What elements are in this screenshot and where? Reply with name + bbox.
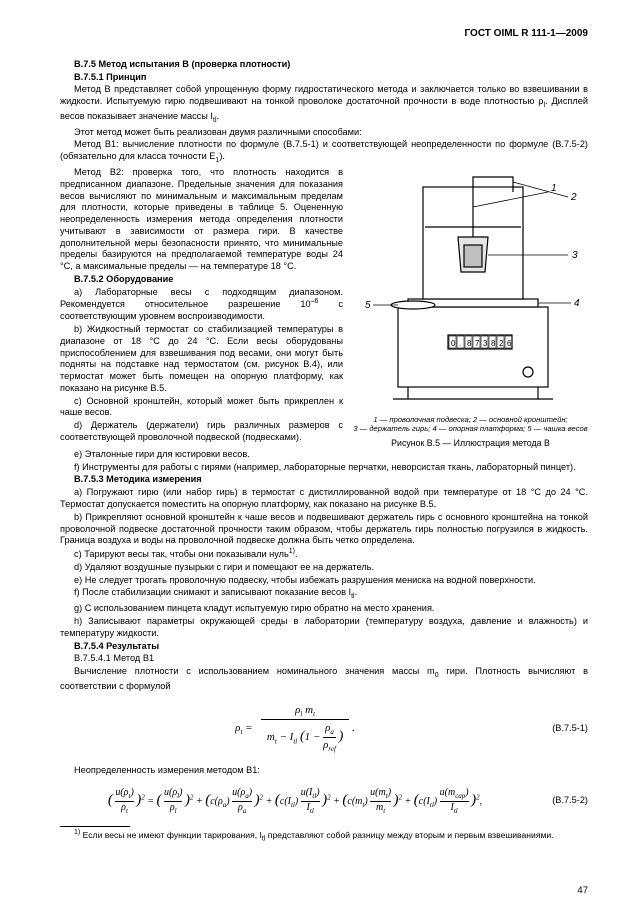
svg-text:6: 6 <box>507 339 512 348</box>
equip-d: d) Держатель (держатели) гирь различных … <box>60 420 343 444</box>
footnote-rule <box>60 826 130 827</box>
figure-column: 0.873826 1 2 3 4 5 <box>353 167 588 449</box>
page-number: 47 <box>577 885 588 897</box>
formula-2: ( u(ρt) ρt )2 = ( u(ρl) ρl )2 + (c(ρa) u… <box>60 787 530 816</box>
text: Метод В представляет собой упрощенную фо… <box>60 84 588 106</box>
svg-text:2: 2 <box>499 339 504 348</box>
text: Метод В1: вычисление плотности по формул… <box>60 139 588 161</box>
text: Вычисление плотности с использованием но… <box>74 666 435 676</box>
method-a: a) Погружают гирю (или набор гирь) в тер… <box>60 487 588 511</box>
text: ). <box>219 151 225 161</box>
equip-e: e) Эталонные гири для юстировки весов. <box>60 449 588 461</box>
figure-caption: Рисунок В.5 — Иллюстрация метода В <box>353 438 588 449</box>
formula-2-row: ( u(ρt) ρt )2 = ( u(ρl) ρl )2 + (c(ρa) u… <box>60 787 588 816</box>
fig-label-1: 1 <box>551 183 557 194</box>
method-b: b) Прикрепляют основной кронштейн к чаше… <box>60 512 588 547</box>
equip-f: f) Инструменты для работы с гирями (напр… <box>60 462 588 474</box>
para-principle-2: Этот метод может быть реализован двумя р… <box>60 127 588 139</box>
formula-1-row: ρt = ρl mt mt − Itl (1 − ρa ρref ) . (В.… <box>60 703 588 755</box>
doc-header: ГОСТ OIML R 111-1—2009 <box>60 28 588 41</box>
page: ГОСТ OIML R 111-1—2009 В.7.5 Метод испыт… <box>0 0 630 913</box>
text: представляют собой разницу между вторым … <box>265 830 553 840</box>
equip-b: b) Жидкостный термостат со стабилизацией… <box>60 324 343 395</box>
fig-label-3: 3 <box>572 250 578 261</box>
formula-1: ρt = ρl mt mt − Itl (1 − ρa ρref ) . <box>60 703 530 755</box>
figure-b5-svg: 0.873826 1 2 3 4 5 <box>353 167 588 407</box>
legend-line-2: 3 — держатель гирь; 4 — опорная платформ… <box>353 424 587 433</box>
text: c) Тарируют весы так, чтобы они показыва… <box>74 549 289 559</box>
figure-legend: 1 — проволочная подвеска; 2 — основной к… <box>353 415 588 434</box>
uncertainty-para: Неопределенность измерения методом В1: <box>60 765 588 777</box>
para-method-b2: Метод В2: проверка того, что плотность н… <box>60 167 343 273</box>
section-b7541-title: В.7.5.4.1 Метод В1 <box>60 653 588 665</box>
text: Если весы не имеют функции тарирования, … <box>80 830 262 840</box>
svg-text:0: 0 <box>451 339 456 348</box>
section-b753-title: В.7.5.3 Методика измерения <box>60 474 588 486</box>
svg-text:8: 8 <box>467 339 472 348</box>
para-method-b1: Метод В1: вычисление плотности по формул… <box>60 139 588 166</box>
method-f: f) После стабилизации снимают и записыва… <box>60 587 588 602</box>
text: . <box>355 587 358 597</box>
svg-text:7: 7 <box>475 339 480 348</box>
formula-2-number: (В.7.5-2) <box>530 795 588 807</box>
section-b752-title: В.7.5.2 Оборудование <box>60 274 343 286</box>
svg-text:8: 8 <box>491 339 496 348</box>
two-column-region: Метод В2: проверка того, что плотность н… <box>60 167 588 449</box>
text: f) После стабилизации снимают и записыва… <box>74 587 351 597</box>
footnote: 1) Если весы не имеют функции тарировани… <box>60 829 588 845</box>
para-principle-1: Метод В представляет собой упрощенную фо… <box>60 84 588 125</box>
text: a) Лабораторные весы с подходящим диапаз… <box>60 287 343 310</box>
fig-label-2: 2 <box>570 192 577 203</box>
svg-text:.: . <box>459 339 461 348</box>
equip-c: c) Основной кронштейн, который может быт… <box>60 396 343 420</box>
method-g: g) С использованием пинцета кладут испыт… <box>60 603 588 615</box>
method-e: e) Не следует трогать проволочную подвес… <box>60 575 588 587</box>
section-b75-title: В.7.5 Метод испытания В (проверка плотно… <box>60 59 588 71</box>
text: . <box>217 111 220 121</box>
method-h: h) Записывают параметры окружающей среды… <box>60 616 588 640</box>
results-para: Вычисление плотности с использованием но… <box>60 666 588 693</box>
fig-label-5: 5 <box>365 300 371 311</box>
equip-a: a) Лабораторные весы с подходящим диапаз… <box>60 287 343 323</box>
method-c: c) Тарируют весы так, чтобы они показыва… <box>60 548 588 561</box>
section-b754-title: В.7.5.4 Результаты <box>60 641 588 653</box>
svg-text:3: 3 <box>483 339 488 348</box>
legend-line-1: 1 — проволочная подвеска; 2 — основной к… <box>373 415 567 424</box>
section-b751-title: В.7.5.1 Принцип <box>60 72 588 84</box>
method-d: d) Удаляют воздушные пузырьки с гири и п… <box>60 562 588 574</box>
text: . <box>295 549 298 559</box>
left-text-column: Метод В2: проверка того, что плотность н… <box>60 167 343 449</box>
formula-1-number: (В.7.5-1) <box>530 723 588 735</box>
fig-label-4: 4 <box>574 298 580 309</box>
